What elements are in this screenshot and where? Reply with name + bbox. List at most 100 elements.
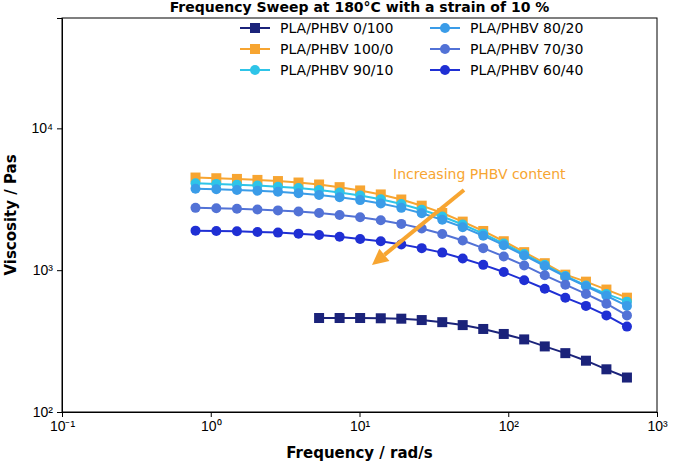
data-point: [540, 341, 550, 351]
data-point: [355, 313, 365, 323]
data-point: [437, 248, 447, 258]
data-point: [417, 315, 427, 325]
marker-group: [417, 315, 427, 325]
legend-marker: [440, 23, 450, 33]
data-point: [396, 203, 406, 213]
marker-group: [232, 226, 242, 236]
marker-group: [519, 250, 529, 260]
legend: PLA/PHBV 0/100PLA/PHBV 100/0PLA/PHBV 90/…: [240, 20, 583, 78]
marker-group: [581, 356, 591, 366]
data-point: [232, 204, 242, 214]
y-tick-label: 10²: [33, 404, 54, 420]
data-point: [499, 329, 509, 339]
x-tick-mark: [211, 412, 212, 417]
y-tick-mark: [57, 412, 62, 413]
data-point: [499, 267, 509, 277]
marker-group: [560, 280, 570, 290]
data-point: [211, 203, 221, 213]
data-point: [191, 184, 201, 194]
data-point: [437, 229, 447, 239]
marker-group: [314, 230, 324, 240]
data-point: [478, 243, 488, 253]
data-point: [252, 186, 262, 196]
data-point: [355, 212, 365, 222]
data-point: [273, 187, 283, 197]
data-point: [355, 195, 365, 205]
x-tick-mark: [657, 412, 658, 417]
x-tick-label: 10²: [499, 418, 520, 434]
data-point: [335, 210, 345, 220]
marker-group: [273, 228, 283, 238]
data-point: [232, 185, 242, 195]
data-point: [601, 299, 611, 309]
plot: 10⁻¹10⁰10¹10²10³10²10³10⁴: [31, 18, 668, 434]
series-line: [196, 231, 627, 327]
x-tick-mark: [508, 412, 509, 417]
chart: 10⁻¹10⁰10¹10²10³10²10³10⁴Frequency Sweep…: [0, 0, 685, 466]
data-point: [376, 236, 386, 246]
marker-group: [211, 184, 221, 194]
legend-label: PLA/PHBV 60/40: [470, 62, 583, 78]
legend-label: PLA/PHBV 80/20: [470, 20, 583, 36]
x-axis-title: Frequency / rad/s: [286, 444, 432, 462]
data-point: [417, 208, 427, 218]
data-point: [294, 229, 304, 239]
data-point: [540, 284, 550, 294]
y-tick-mark: [57, 128, 62, 129]
data-point: [273, 205, 283, 215]
x-tick-label: 10⁻¹: [50, 418, 76, 434]
data-point: [560, 348, 570, 358]
legend-entry: PLA/PHBV 60/40: [430, 62, 583, 78]
marker-group: [376, 313, 386, 323]
marker-group: [458, 253, 468, 263]
marker-group: [417, 208, 427, 218]
marker-group: [540, 261, 550, 271]
legend-marker-group: [440, 44, 450, 54]
x-tick-label: 10³: [647, 418, 668, 434]
data-point: [437, 215, 447, 225]
marker-group: [355, 234, 365, 244]
data-point: [478, 231, 488, 241]
data-point: [314, 230, 324, 240]
marker-group: [540, 284, 550, 294]
marker-group: [376, 199, 386, 209]
marker-group: [314, 313, 324, 323]
data-point: [458, 235, 468, 245]
marker-group: [335, 210, 345, 220]
legend-marker: [440, 44, 450, 54]
marker-group: [437, 229, 447, 239]
marker-group: [396, 314, 406, 324]
x-tick: 10²: [499, 412, 520, 434]
data-point: [458, 222, 468, 232]
data-point: [519, 275, 529, 285]
data-point: [560, 280, 570, 290]
marker-group: [499, 240, 509, 250]
data-point: [335, 232, 345, 242]
x-tick-mark: [360, 412, 361, 417]
marker-group: [273, 187, 283, 197]
data-point: [314, 190, 324, 200]
data-point: [252, 204, 262, 214]
data-point: [601, 364, 611, 374]
marker-group: [458, 222, 468, 232]
marker-group: [560, 348, 570, 358]
marker-group: [499, 251, 509, 261]
legend-marker-group: [250, 23, 260, 33]
legend-entry: PLA/PHBV 100/0: [240, 41, 393, 57]
marker-group: [499, 267, 509, 277]
marker-group: [560, 293, 570, 303]
y-tick: 10²: [33, 404, 62, 420]
marker-group: [478, 324, 488, 334]
data-point: [273, 228, 283, 238]
data-point: [294, 207, 304, 217]
marker-group: [519, 334, 529, 344]
marker-group: [478, 231, 488, 241]
marker-group: [478, 243, 488, 253]
series-line: [319, 318, 627, 378]
marker-group: [499, 329, 509, 339]
annotation-arrow: [384, 190, 464, 255]
annotation-arrowhead: [372, 249, 389, 265]
marker-group: [540, 270, 550, 280]
y-axis-title: Viscosity / Pas: [2, 154, 20, 275]
data-point: [581, 356, 591, 366]
